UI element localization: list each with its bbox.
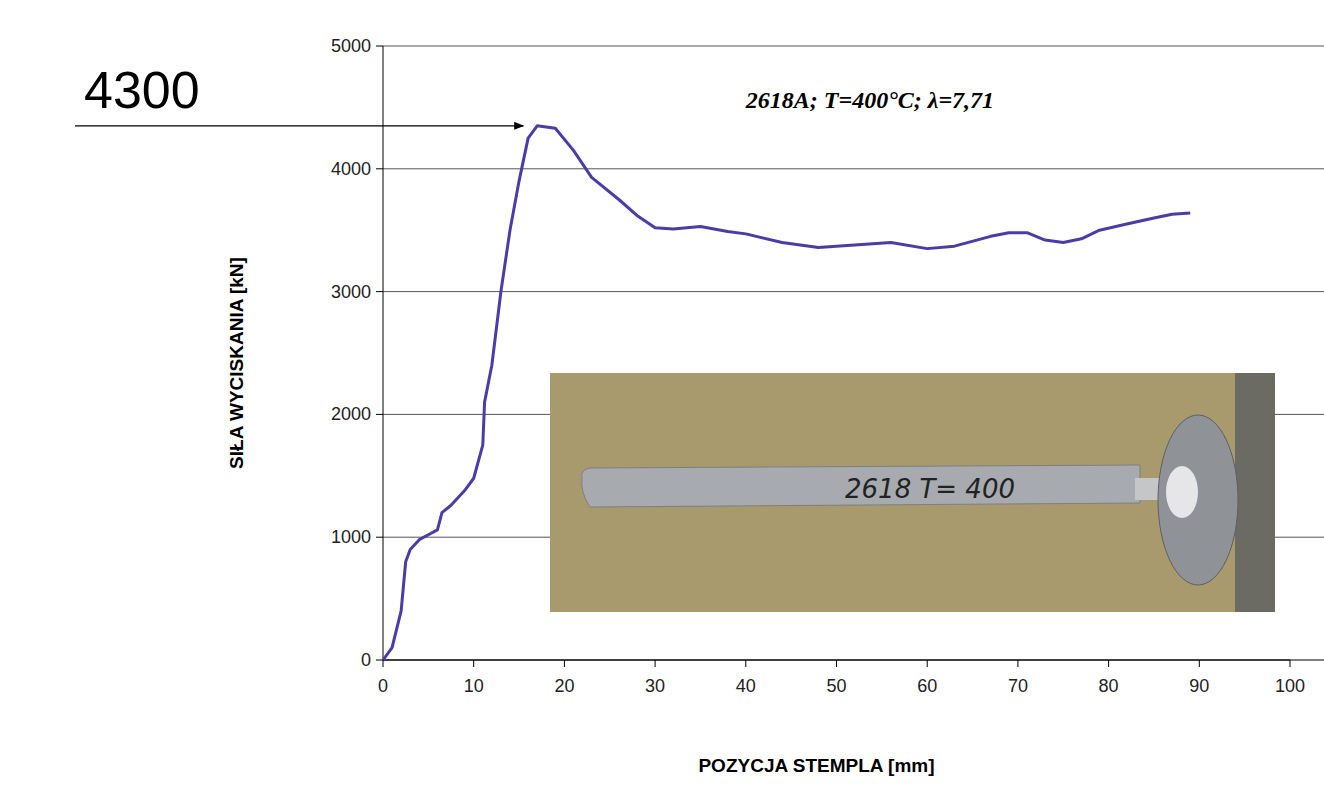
x-tick-label: 50: [826, 676, 846, 696]
photo-rod: [582, 465, 1140, 507]
inset-photo: 2618 T= 400: [550, 373, 1275, 612]
data-line: [383, 126, 1190, 660]
x-tick: [1199, 660, 1200, 667]
x-tick-label: 80: [1099, 676, 1119, 696]
x-tick-label: 60: [917, 676, 937, 696]
x-tick: [564, 660, 565, 667]
y-tick: [376, 414, 383, 415]
x-tick: [836, 660, 837, 667]
y-tick-label: 2000: [331, 404, 371, 424]
y-tick-label: 5000: [331, 36, 371, 56]
annotation-arrow: [75, 125, 523, 126]
photo-background: [550, 373, 1275, 612]
y-tick-label: 1000: [331, 527, 371, 547]
x-tick-label: 100: [1275, 676, 1305, 696]
x-axis: [383, 660, 1290, 661]
x-tick: [473, 660, 474, 667]
y-tick-label: 4000: [331, 159, 371, 179]
x-tick-label: 10: [464, 676, 484, 696]
x-tick: [1290, 660, 1291, 667]
x-tick-label: 20: [554, 676, 574, 696]
y-axis: [383, 46, 384, 660]
x-tick: [1108, 660, 1109, 667]
y-tick-label: 0: [361, 650, 371, 670]
x-tick-label: 90: [1189, 676, 1209, 696]
grid-line: [383, 660, 1324, 661]
annotation-text: 4300: [84, 61, 200, 119]
x-tick-label: 40: [736, 676, 756, 696]
photo-shadow: [1235, 373, 1275, 612]
x-tick: [927, 660, 928, 667]
x-tick: [655, 660, 656, 667]
y-tick: [376, 168, 383, 169]
y-tick-label: 3000: [331, 282, 371, 302]
y-tick: [376, 46, 383, 47]
grid-line: [383, 46, 1324, 47]
photo-disc: [1158, 415, 1238, 585]
y-axis-title: SIŁA WYCISKANIA [kN]: [226, 257, 247, 469]
x-tick: [383, 660, 384, 667]
x-tick-label: 30: [645, 676, 665, 696]
x-axis-title: POZYCJA STEMPLA [mm]: [698, 755, 934, 776]
photo-disc-center: [1166, 466, 1198, 518]
x-tick: [745, 660, 746, 667]
plot-area: [383, 126, 1190, 660]
photo-text: 2618 T= 400: [845, 474, 1015, 504]
grid-line: [383, 168, 1324, 169]
chart-title: 2618A; T=400°C; λ=7,71: [745, 87, 994, 113]
y-tick: [376, 537, 383, 538]
x-tick: [1017, 660, 1018, 667]
grid-line: [383, 291, 1324, 292]
y-tick: [376, 660, 383, 661]
y-tick: [376, 291, 383, 292]
x-tick-label: 0: [378, 676, 388, 696]
x-tick-label: 70: [1008, 676, 1028, 696]
chart: 0 1000 2000 3000 4000 5000 0 10 20 30 40 50 60 70 80 90…: [0, 0, 1324, 789]
